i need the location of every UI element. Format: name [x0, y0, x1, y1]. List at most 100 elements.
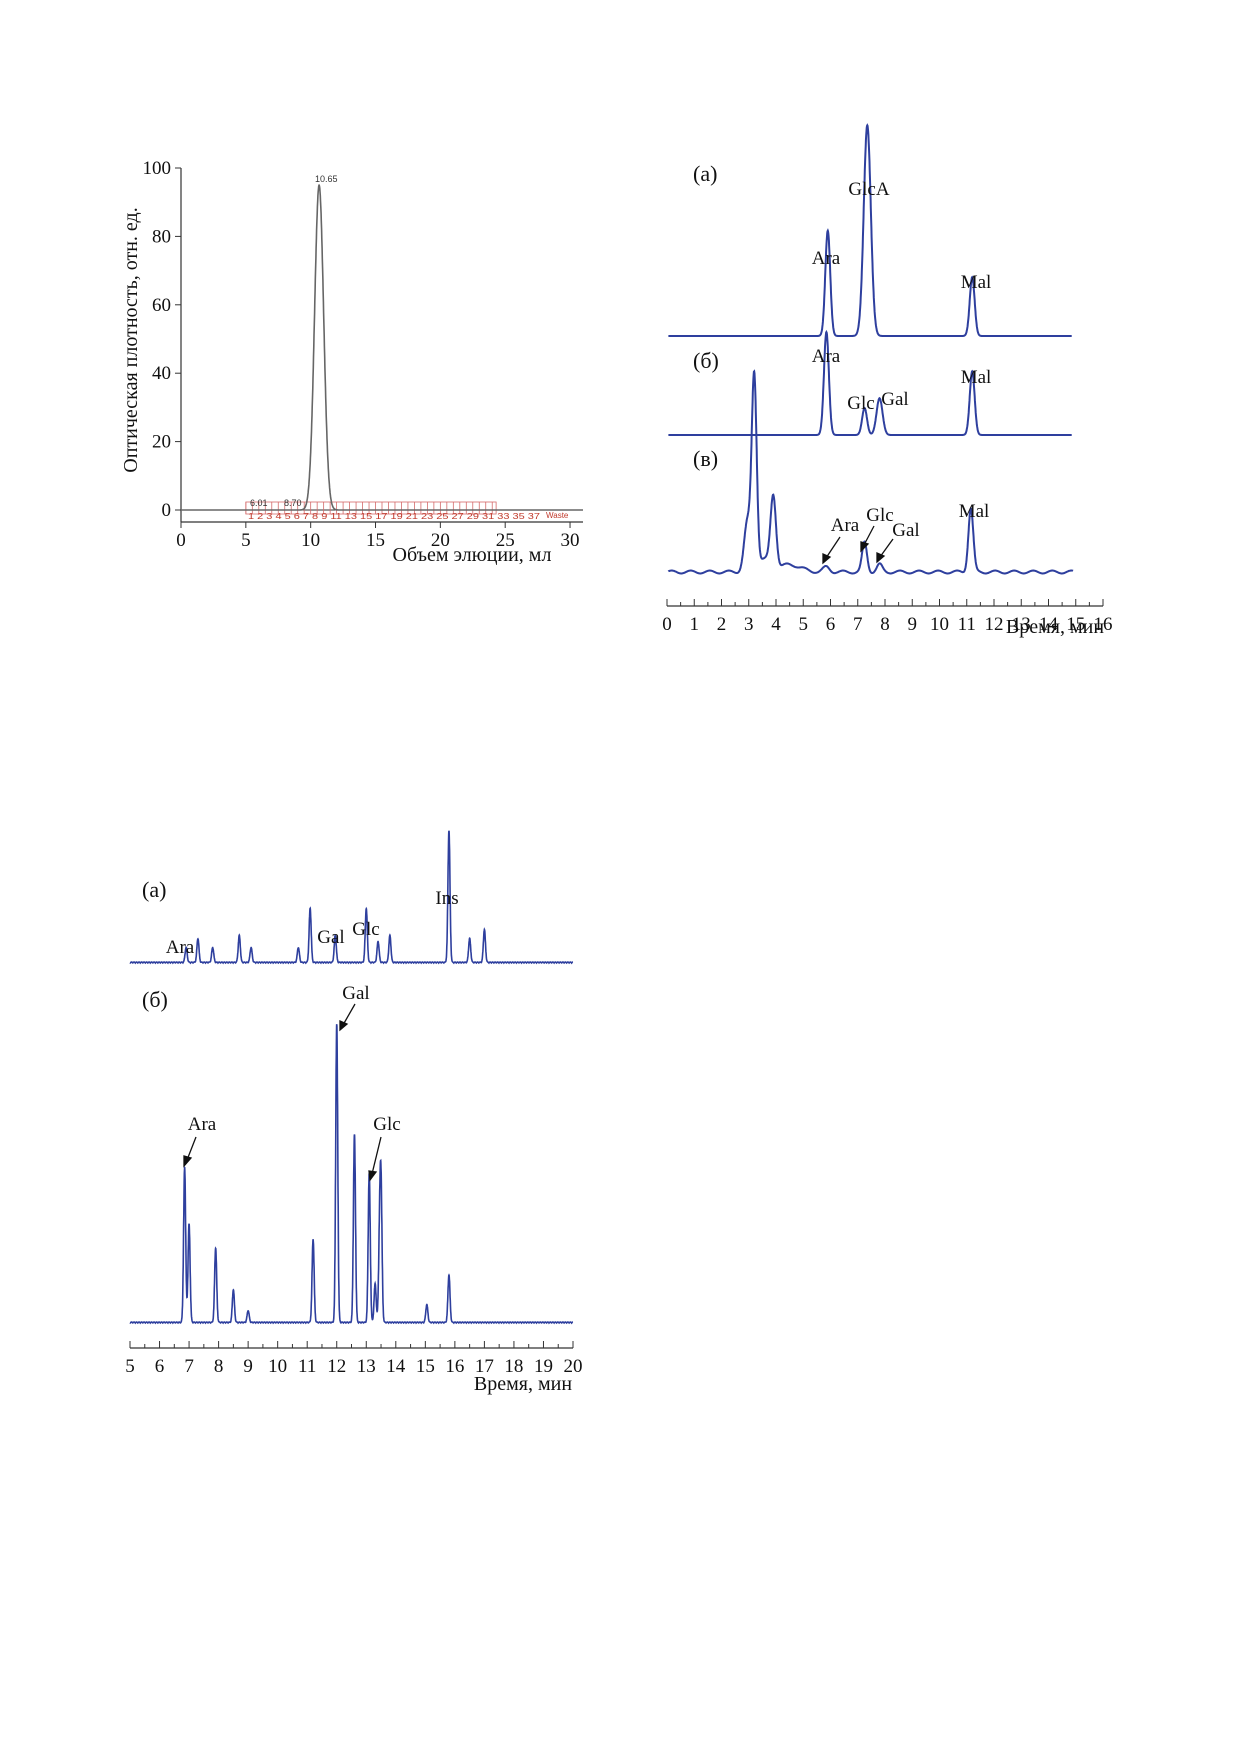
chart-1-x-ticks: 0 5 10 15 20 25 30 — [176, 522, 580, 551]
arrow-icon — [879, 538, 894, 558]
arrow-head-icon — [822, 553, 832, 565]
arrow-head-icon — [339, 1020, 349, 1032]
chart-2-trace-b — [668, 329, 1072, 436]
chart-3-a-peak-ins: Ins — [435, 888, 458, 909]
chart-2-x-tick-label: 2 — [717, 614, 727, 635]
chart-2-chromatograms: (а) (б) (в) Ara GlcA Mal Ara Glc Gal Mal… — [662, 123, 1113, 638]
chart-1-y-tick-label: 100 — [143, 158, 172, 179]
chart-1-waste-label: Waste — [546, 511, 569, 520]
chart-3-x-tick-label: 7 — [184, 1356, 194, 1377]
chart-3-trace-b — [129, 1024, 574, 1325]
chart-3-b-arrows — [183, 1003, 382, 1182]
chart-3-a-peak-ara: Ara — [166, 937, 195, 958]
chart-1-elution: 10.65 6.01 8.70 Waste 1 2 3 4 5 6 7 8 9 … — [120, 158, 583, 566]
chart-1-y-tick-label: 40 — [152, 363, 171, 384]
chart-1-x-tick-label: 15 — [366, 530, 385, 551]
chart-1-y-tick-label: 80 — [152, 226, 171, 247]
chart-2-panel-b-label: (б) — [693, 348, 719, 373]
chart-2-c-peak-glc: Glc — [866, 505, 893, 526]
chart-1-fraction-labels: 1 2 3 4 5 6 7 8 9 11 13 15 17 19 21 23 2… — [248, 512, 541, 521]
chart-3-a-peak-glc: Glc — [352, 919, 379, 940]
chart-2-c-peak-mal: Mal — [959, 501, 990, 522]
chart-1-y-tick-label: 20 — [152, 432, 171, 453]
chart-3-x-tick-label: 8 — [214, 1356, 224, 1377]
chart-1-axes — [180, 168, 583, 523]
chart-3-b-peak-gal: Gal — [342, 983, 369, 1004]
chart-3-x-tick-label: 5 — [125, 1356, 135, 1377]
arrow-icon — [186, 1136, 197, 1161]
chart-2-x-tick-label: 13 — [1012, 614, 1031, 635]
chart-3-x-tick-label: 12 — [327, 1356, 346, 1377]
chart-2-x-tick-label: 16 — [1094, 614, 1113, 635]
chart-2-b-peak-ara: Ara — [812, 346, 841, 367]
arrow-head-icon — [876, 552, 886, 564]
chart-2-c-peak-gal: Gal — [892, 520, 919, 541]
chart-3-x-tick-label: 9 — [243, 1356, 253, 1377]
chart-2-a-peak-mal: Mal — [961, 272, 992, 293]
chart-2-c-peak-ara: Ara — [831, 515, 860, 536]
chart-2-x-tick-label: 0 — [662, 614, 672, 635]
chart-1-annotation-8.70: 8.70 — [284, 498, 302, 508]
chart-2-x-tick-label: 8 — [880, 614, 890, 635]
arrow-icon — [825, 536, 841, 559]
chart-2-x-tick-label: 9 — [908, 614, 918, 635]
chart-2-x-tick-label: 14 — [1039, 614, 1059, 635]
chart-3-x-tick-label: 11 — [298, 1356, 316, 1377]
chart-2-x-tick-label: 12 — [985, 614, 1004, 635]
chart-2-trace-a — [668, 123, 1072, 337]
chart-2-panel-a-label: (а) — [693, 161, 717, 186]
chart-3-b-peak-glc: Glc — [373, 1114, 400, 1135]
chart-2-x-tick-label: 7 — [853, 614, 863, 635]
chart-1-x-tick-label: 10 — [301, 530, 320, 551]
chart-2-x-axis: 0 1 2 3 4 5 6 7 8 9 10 11 12 13 14 15 16 — [662, 599, 1113, 635]
arrow-icon — [371, 1136, 382, 1175]
chart-1-x-tick-label: 30 — [561, 530, 580, 551]
chart-2-b-peak-gal: Gal — [881, 389, 908, 410]
chart-3-x-tick-label: 10 — [268, 1356, 287, 1377]
arrow-head-icon — [183, 1155, 193, 1168]
chart-3-x-tick-label: 13 — [357, 1356, 376, 1377]
chart-1-x-tick-label: 5 — [241, 530, 251, 551]
chart-2-panel-c-label: (в) — [693, 446, 718, 471]
chart-3-x-tick-label: 15 — [416, 1356, 435, 1377]
chart-3-trace-a — [129, 830, 574, 965]
chart-2-x-tick-label: 11 — [958, 614, 976, 635]
chart-2-x-tick-label: 5 — [799, 614, 809, 635]
chart-2-a-peak-ara: Ara — [812, 248, 841, 269]
chart-3-a-peak-gal: Gal — [317, 927, 344, 948]
chart-3-x-tick-label: 16 — [445, 1356, 464, 1377]
chart-2-x-tick-label: 1 — [690, 614, 700, 635]
chart-3-x-tick-label: 17 — [475, 1356, 494, 1377]
chart-2-c-arrows — [822, 525, 894, 565]
arrow-head-icon — [368, 1170, 378, 1182]
chart-1-y-tick-label: 60 — [152, 295, 171, 316]
chart-1-x-label: Объем элюции, мл — [393, 544, 552, 566]
chart-3-panel-a-label: (а) — [142, 877, 166, 902]
chart-2-x-tick-label: 4 — [771, 614, 781, 635]
chart-2-x-tick-label: 15 — [1066, 614, 1085, 635]
chart-2-b-peak-mal: Mal — [961, 367, 992, 388]
chart-1-elution-curve — [181, 184, 583, 511]
chart-1-x-tick-label: 20 — [431, 530, 450, 551]
chart-2-x-tick-label: 10 — [930, 614, 949, 635]
chart-2-trace-c — [667, 369, 1074, 575]
chart-3-panel-b-label: (б) — [142, 987, 168, 1012]
chart-3-x-tick-label: 19 — [534, 1356, 553, 1377]
chart-2-x-tick-label: 6 — [826, 614, 836, 635]
chart-3-x-label: Время, мин — [474, 1373, 572, 1395]
chart-3-x-axis: 5 6 7 8 9 10 11 12 13 14 15 16 17 18 19 20 — [125, 1341, 583, 1377]
arrow-icon — [863, 525, 875, 546]
chart-3-b-peak-ara: Ara — [188, 1114, 217, 1135]
chart-1-y-ticks: 0 20 40 60 80 100 — [143, 158, 181, 521]
chart-3-x-tick-label: 14 — [386, 1356, 406, 1377]
chart-1-x-tick-label: 0 — [176, 530, 186, 551]
chart-3-x-tick-label: 18 — [504, 1356, 523, 1377]
chart-3-x-tick-label: 6 — [155, 1356, 165, 1377]
chart-1-peak-annotation: 10.65 — [315, 174, 338, 184]
chart-2-a-peak-glca: GlcA — [848, 179, 889, 200]
chart-1-annotation-6.01: 6.01 — [250, 498, 268, 508]
chart-2-x-label: Время, мин — [1006, 616, 1104, 638]
chart-1-y-tick-label: 0 — [162, 500, 172, 521]
chart-1-x-tick-label: 25 — [496, 530, 515, 551]
